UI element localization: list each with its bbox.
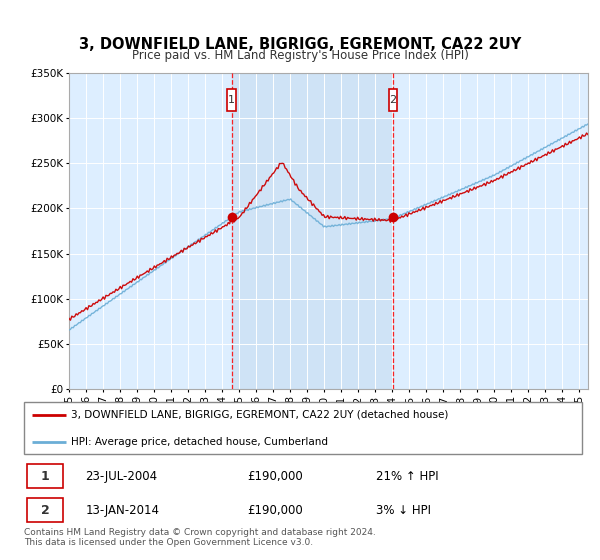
FancyBboxPatch shape	[27, 498, 63, 522]
FancyBboxPatch shape	[389, 89, 397, 111]
Text: 23-JUL-2004: 23-JUL-2004	[85, 469, 158, 483]
FancyBboxPatch shape	[27, 464, 63, 488]
Text: Contains HM Land Registry data © Crown copyright and database right 2024.
This d: Contains HM Land Registry data © Crown c…	[24, 528, 376, 548]
Bar	[232, 73, 393, 389]
Text: £190,000: £190,000	[247, 469, 303, 483]
Text: 2: 2	[41, 504, 50, 517]
Text: 1: 1	[228, 95, 235, 105]
Text: £190,000: £190,000	[247, 504, 303, 517]
Text: Price paid vs. HM Land Registry's House Price Index (HPI): Price paid vs. HM Land Registry's House …	[131, 49, 469, 63]
Text: HPI: Average price, detached house, Cumberland: HPI: Average price, detached house, Cumb…	[71, 437, 328, 447]
Text: 1: 1	[41, 469, 50, 483]
Text: 21% ↑ HPI: 21% ↑ HPI	[376, 469, 438, 483]
FancyBboxPatch shape	[227, 89, 236, 111]
Text: 3, DOWNFIELD LANE, BIGRIGG, EGREMONT, CA22 2UY: 3, DOWNFIELD LANE, BIGRIGG, EGREMONT, CA…	[79, 38, 521, 52]
FancyBboxPatch shape	[24, 402, 582, 454]
Text: 3, DOWNFIELD LANE, BIGRIGG, EGREMONT, CA22 2UY (detached house): 3, DOWNFIELD LANE, BIGRIGG, EGREMONT, CA…	[71, 410, 449, 420]
Text: 13-JAN-2014: 13-JAN-2014	[85, 504, 160, 517]
Text: 2: 2	[389, 95, 397, 105]
Text: 3% ↓ HPI: 3% ↓ HPI	[376, 504, 431, 517]
